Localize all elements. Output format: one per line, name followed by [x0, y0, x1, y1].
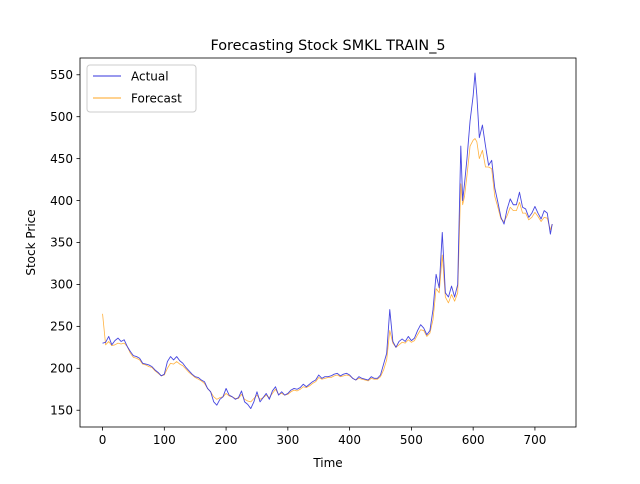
y-tick-label: 150 — [50, 403, 73, 417]
series-line-forecast — [102, 138, 553, 403]
chart-title: Forecasting Stock SMKL TRAIN_5 — [210, 38, 445, 54]
y-tick-label: 450 — [50, 152, 73, 166]
x-tick-label: 600 — [462, 433, 485, 447]
legend-label-actual: Actual — [131, 70, 169, 84]
x-axis: 0 100 200 300 400 500 600 700 — [99, 427, 546, 447]
legend-box — [86, 64, 197, 113]
x-axis-label: Time — [312, 456, 342, 470]
x-tick-label: 0 — [99, 433, 107, 447]
legend: Actual Forecast — [86, 64, 197, 113]
x-tick-label: 700 — [523, 433, 546, 447]
y-tick-label: 550 — [50, 68, 73, 82]
series-line-actual — [102, 72, 553, 409]
x-tick-label: 200 — [215, 433, 238, 447]
y-axis-label: Stock Price — [24, 209, 38, 275]
x-tick-label: 400 — [338, 433, 361, 447]
x-tick-label: 100 — [153, 433, 176, 447]
y-tick-label: 250 — [50, 320, 73, 334]
y-axis: 150 200 250 300 350 400 450 500 550 — [50, 68, 80, 417]
series-layer — [102, 72, 553, 409]
legend-label-forecast: Forecast — [131, 92, 182, 106]
y-tick-label: 300 — [50, 278, 73, 292]
y-tick-label: 350 — [50, 236, 73, 250]
y-tick-label: 200 — [50, 361, 73, 375]
x-tick-label: 300 — [276, 433, 299, 447]
y-tick-label: 500 — [50, 110, 73, 124]
y-tick-label: 400 — [50, 194, 73, 208]
x-tick-label: 500 — [400, 433, 423, 447]
